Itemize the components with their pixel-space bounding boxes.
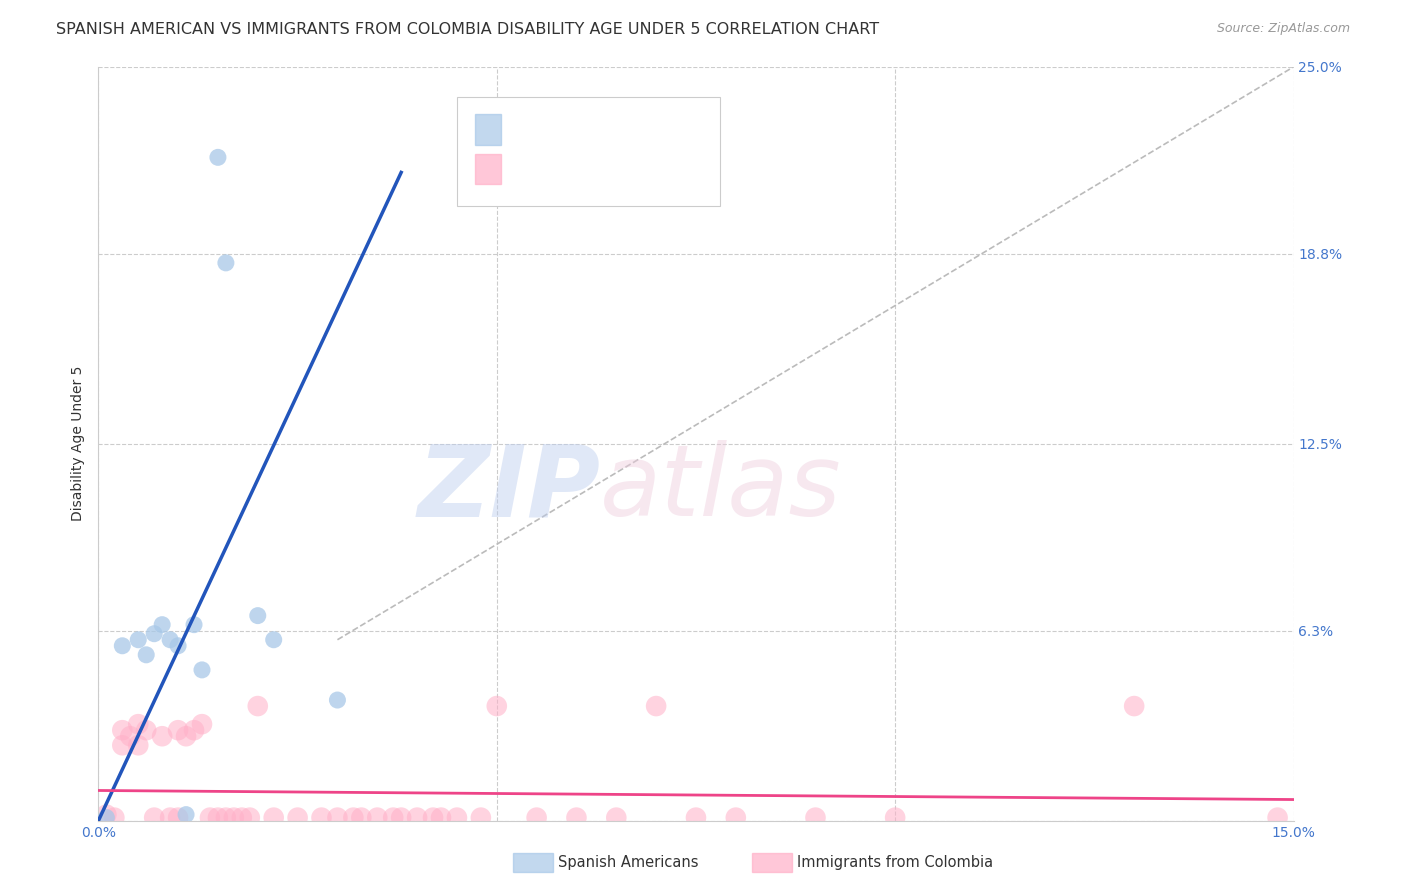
Point [191,663,214,677]
Point [350,811,373,825]
Point [884,811,907,825]
Point [1267,811,1289,825]
Point [485,699,508,714]
Point [1123,699,1146,714]
Point [183,617,205,632]
Point [366,811,388,825]
Text: atlas: atlas [600,441,842,538]
Point [239,811,262,825]
Point [231,811,253,825]
Point [422,811,444,825]
FancyBboxPatch shape [457,97,720,206]
Text: ZIP: ZIP [418,441,600,538]
Point [246,608,269,623]
Point [135,648,157,662]
Point [111,639,134,653]
Point [103,811,125,825]
Point [143,626,166,640]
Point [167,639,190,653]
Point [150,729,173,743]
Point [207,150,229,164]
Point [198,811,221,825]
Point [159,632,181,647]
Point [470,811,492,825]
Point [263,632,285,647]
Point [167,811,190,825]
Point [326,693,349,707]
Point [263,811,285,825]
Point [215,811,238,825]
Point [150,617,173,632]
Point [143,811,166,825]
Point [183,723,205,738]
Point [382,811,405,825]
Point [446,811,468,825]
Point [605,811,627,825]
Text: R =  0.673: R = 0.673 [513,122,595,137]
Point [685,811,707,825]
Text: N =  16: N = 16 [627,122,689,137]
Point [167,723,190,738]
Point [96,807,118,822]
Bar [475,153,501,184]
Point [96,811,118,825]
Point [207,811,229,825]
Point [127,632,149,647]
Point [111,739,134,753]
Point [406,811,429,825]
Point [111,723,134,738]
Text: SPANISH AMERICAN VS IMMIGRANTS FROM COLOMBIA DISABILITY AGE UNDER 5 CORRELATION : SPANISH AMERICAN VS IMMIGRANTS FROM COLO… [56,22,879,37]
Point [287,811,309,825]
Point [174,807,197,822]
Point [724,811,747,825]
Point [127,717,149,731]
Point [159,811,181,825]
Point [127,739,149,753]
Text: N =  48: N = 48 [627,161,689,176]
Point [246,699,269,714]
Y-axis label: Disability Age Under 5: Disability Age Under 5 [70,366,84,522]
Point [526,811,548,825]
Text: Spanish Americans: Spanish Americans [558,855,699,870]
Point [565,811,588,825]
Point [215,256,238,270]
Point [120,729,142,743]
Point [191,717,214,731]
Point [174,729,197,743]
Point [135,723,157,738]
Point [326,811,349,825]
Point [342,811,364,825]
Text: R = -0.073: R = -0.073 [513,161,595,176]
Text: Immigrants from Colombia: Immigrants from Colombia [797,855,993,870]
Point [222,811,245,825]
Text: Source: ZipAtlas.com: Source: ZipAtlas.com [1216,22,1350,36]
Point [804,811,827,825]
Point [430,811,453,825]
Bar [475,114,501,145]
Point [389,811,412,825]
Point [311,811,333,825]
Point [645,699,668,714]
